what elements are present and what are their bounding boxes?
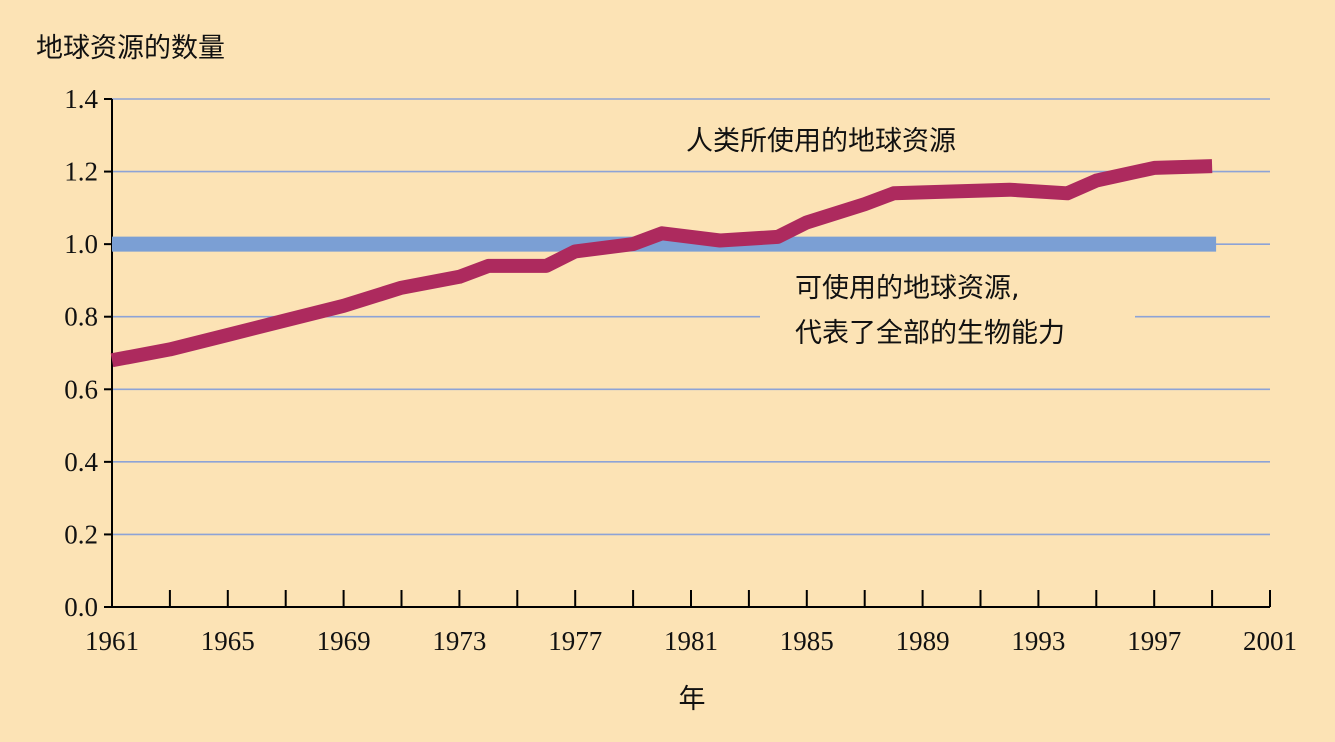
annotation-background [760, 268, 1135, 354]
y-tick-label-0.0: 0.0 [64, 592, 98, 622]
x-tick-label-1969: 1969 [317, 626, 371, 656]
x-tick-label-1997: 1997 [1127, 626, 1181, 656]
y-tick-label-0.8: 0.8 [64, 302, 98, 332]
y-tick-label-1.4: 1.4 [64, 84, 98, 114]
y-tick-label-0.2: 0.2 [64, 519, 98, 549]
x-tick-label-1985: 1985 [780, 626, 834, 656]
annotation-used-resources: 人类所使用的地球资源 [686, 126, 956, 157]
y-tick-label-1.0: 1.0 [64, 229, 98, 259]
y-axis-ticks: 0.0 0.2 0.4 0.6 0.8 1.0 1.2 1.4 [64, 84, 112, 622]
x-axis-ticks: 1961 1965 1969 1973 1977 1981 1985 1989 1993 1997… [85, 590, 1297, 656]
annotation-available-line1: 可使用的地球资源, [795, 273, 1020, 304]
series-group [110, 159, 1217, 368]
y-tick-label-0.4: 0.4 [64, 447, 98, 477]
x-tick-label-1965: 1965 [201, 626, 255, 656]
y-tick-label-1.2: 1.2 [64, 157, 98, 187]
x-axis-label: 年 [679, 684, 706, 715]
x-tick-label-1989: 1989 [896, 626, 950, 656]
y-axis-label: 地球资源的数量 [36, 33, 225, 64]
annotation-available-line2: 代表了全部的生物能力 [795, 318, 1065, 349]
y-tick-label-0.6: 0.6 [64, 374, 98, 404]
series-line-used-resources [110, 159, 1213, 368]
x-tick-label-1961: 1961 [85, 626, 139, 656]
x-tick-label-1973: 1973 [432, 626, 486, 656]
x-tick-label-1977: 1977 [548, 626, 602, 656]
x-tick-label-1993: 1993 [1011, 626, 1065, 656]
x-tick-label-1981: 1981 [664, 626, 718, 656]
x-tick-label-2001: 2001 [1243, 626, 1297, 656]
chart-labels: 地球资源的数量 年 人类所使用的地球资源 可使用的地球资源, 代表了全部的生物能… [36, 33, 1065, 715]
